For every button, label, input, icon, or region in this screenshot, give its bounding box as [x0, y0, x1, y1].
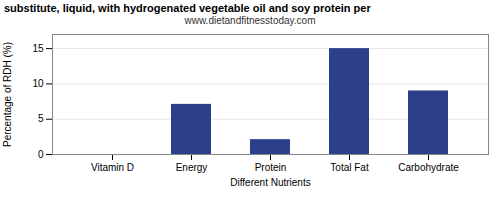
svg-text:Total Fat: Total Fat — [330, 162, 369, 173]
svg-text:10: 10 — [32, 78, 44, 89]
svg-text:Vitamin D: Vitamin D — [91, 162, 134, 173]
html-text:substitute, liquid, with hydro: substitute, liquid, with hydrogenated ve… — [4, 2, 371, 14]
svg-text:Different Nutrients: Different Nutrients — [230, 177, 310, 188]
svg-text:Energy: Energy — [176, 162, 208, 173]
svg-text:Protein: Protein — [255, 162, 287, 173]
svg-text:15: 15 — [32, 43, 44, 54]
svg-text:Percentage of RDH (%): Percentage of RDH (%) — [2, 42, 13, 147]
html-text:www.dietandfitnesstoday.com: www.dietandfitnesstoday.com — [184, 15, 316, 26]
svg-text:Carbohydrate: Carbohydrate — [398, 162, 459, 173]
svg-text:5: 5 — [38, 113, 44, 124]
svg-text:0: 0 — [38, 149, 44, 160]
